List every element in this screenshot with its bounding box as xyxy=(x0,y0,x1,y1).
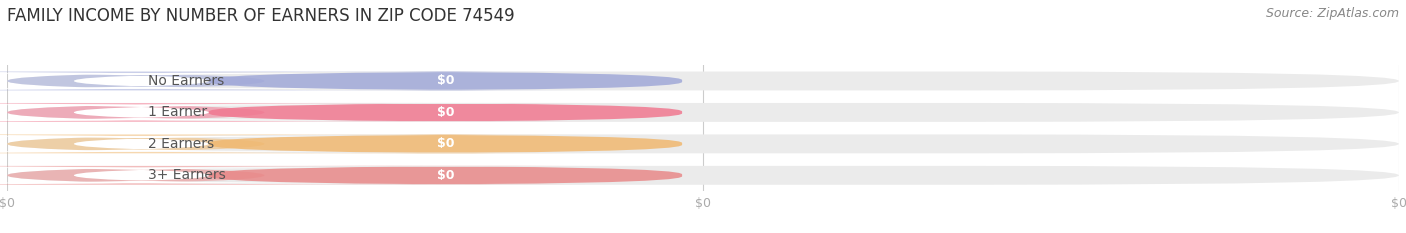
Text: $0: $0 xyxy=(437,75,454,87)
Text: FAMILY INCOME BY NUMBER OF EARNERS IN ZIP CODE 74549: FAMILY INCOME BY NUMBER OF EARNERS IN ZI… xyxy=(7,7,515,25)
FancyBboxPatch shape xyxy=(0,166,425,185)
FancyBboxPatch shape xyxy=(0,167,425,183)
Text: $0: $0 xyxy=(437,106,454,119)
FancyBboxPatch shape xyxy=(0,136,425,152)
FancyBboxPatch shape xyxy=(0,103,425,122)
Text: No Earners: No Earners xyxy=(148,74,224,88)
FancyBboxPatch shape xyxy=(7,72,1399,90)
FancyBboxPatch shape xyxy=(7,103,1399,122)
FancyBboxPatch shape xyxy=(209,103,682,122)
Text: 1 Earner: 1 Earner xyxy=(148,105,207,120)
Text: 3+ Earners: 3+ Earners xyxy=(148,168,225,182)
FancyBboxPatch shape xyxy=(0,134,425,153)
FancyBboxPatch shape xyxy=(209,72,682,90)
Text: 2 Earners: 2 Earners xyxy=(148,137,214,151)
FancyBboxPatch shape xyxy=(7,134,1399,153)
FancyBboxPatch shape xyxy=(209,134,682,153)
Text: $0: $0 xyxy=(437,137,454,150)
FancyBboxPatch shape xyxy=(209,166,682,185)
FancyBboxPatch shape xyxy=(7,166,1399,185)
FancyBboxPatch shape xyxy=(0,73,425,89)
FancyBboxPatch shape xyxy=(0,104,425,120)
Text: $0: $0 xyxy=(437,169,454,182)
Text: Source: ZipAtlas.com: Source: ZipAtlas.com xyxy=(1265,7,1399,20)
FancyBboxPatch shape xyxy=(0,72,425,90)
